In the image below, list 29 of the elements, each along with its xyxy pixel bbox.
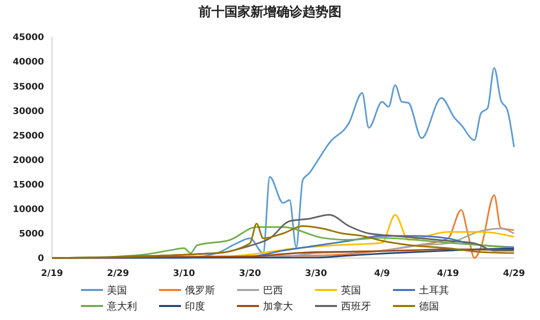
y-tick-label: 30000 [12, 106, 44, 117]
legend-label: 巴西 [263, 286, 283, 296]
chart-title: 前十国家新增确诊趋势图 [198, 4, 342, 20]
y-tick-label: 0 [38, 254, 44, 264]
x-tick-label: 2/19 [40, 269, 64, 279]
legend-label: 印度 [185, 300, 205, 312]
y-tick-label: 35000 [12, 82, 44, 92]
legend-label: 加拿大 [263, 300, 293, 312]
y-tick-label: 20000 [12, 156, 44, 166]
legend-label: 英国 [341, 284, 361, 296]
legend-label: 美国 [107, 284, 127, 296]
x-tick-label: 4/29 [502, 269, 526, 279]
y-tick-label: 25000 [12, 131, 44, 142]
x-tick-label: 2/29 [106, 269, 130, 279]
y-tick-label: 45000 [12, 33, 44, 44]
legend-label: 德国 [419, 302, 439, 312]
y-tick-label: 10000 [12, 205, 44, 216]
x-tick-label: 3/20 [238, 269, 262, 279]
x-tick-label: 4/9 [374, 269, 390, 279]
legend-label: 俄罗斯 [185, 284, 215, 296]
legend-label: 西班牙 [341, 300, 371, 312]
y-tick-label: 5000 [18, 230, 44, 240]
y-tick-label: 15000 [12, 180, 44, 190]
legend-label: 意大利 [106, 300, 137, 312]
y-tick-label: 40000 [12, 58, 44, 68]
legend-label: 土耳其 [419, 284, 449, 296]
x-tick-label: 4/19 [436, 269, 460, 279]
x-tick-label: 3/10 [172, 269, 196, 279]
x-tick-label: 3/30 [304, 269, 328, 279]
